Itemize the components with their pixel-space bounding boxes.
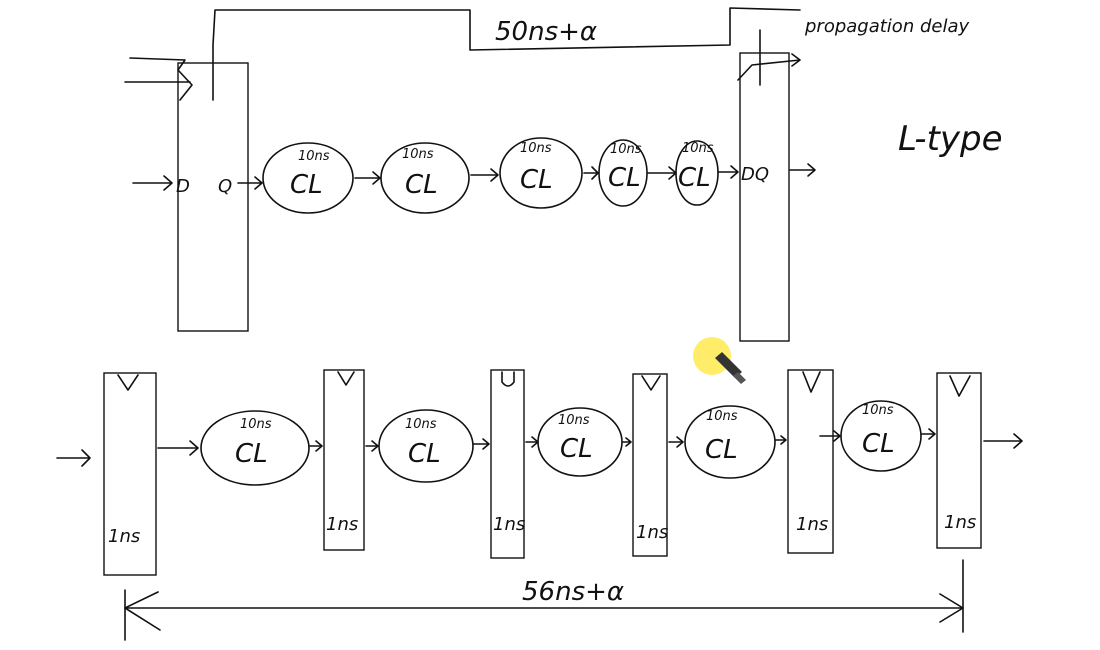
- propagation-delay-annotation: propagation delay: [804, 16, 969, 37]
- reg-1-delay: 1ns: [108, 526, 140, 547]
- reg-5-delay: 1ns: [796, 514, 828, 535]
- pen-tip-icon: [733, 372, 746, 384]
- top-cl-3-label: CL: [520, 165, 553, 195]
- reg-4-delay: 1ns: [636, 522, 668, 543]
- top-arrow-5: [647, 166, 677, 180]
- bottom-cl-4-delay: 10ns: [706, 409, 738, 424]
- bottom-cl-3: [537, 407, 623, 477]
- top-output-arrow: [789, 163, 816, 177]
- bottom-register-2: [323, 369, 365, 551]
- top-q-label: Q: [218, 176, 232, 197]
- bottom-register-3: [490, 369, 525, 559]
- bottom-register-6: [936, 372, 982, 549]
- top-cl-2-label: CL: [405, 170, 438, 200]
- top-input-arrow: [132, 175, 173, 191]
- bottom-cl-2: [378, 409, 474, 483]
- bottom-arrow-1: [157, 440, 199, 456]
- top-arrow-6: [717, 165, 739, 179]
- bottom-output-arrow: [983, 433, 1023, 449]
- bottom-arrow-7: [668, 436, 684, 448]
- bottom-arrow-2: [309, 440, 323, 452]
- bottom-cl-3-label: CL: [560, 434, 593, 464]
- bottom-register-4: [632, 373, 668, 557]
- top-arrow-1: [237, 176, 263, 190]
- bottom-cl-5-label: CL: [862, 429, 895, 459]
- top-cl-4-label: CL: [608, 163, 641, 193]
- top-cl-5: [675, 140, 719, 206]
- top-d-label: D: [176, 176, 190, 197]
- bottom-arrow-8: [775, 435, 787, 445]
- bottom-cl-2-label: CL: [408, 439, 441, 469]
- dimension-ticks: [124, 559, 964, 641]
- clock-mark-5: [802, 371, 821, 393]
- reg-6-delay: 1ns: [944, 512, 976, 533]
- clock-mark-6: [949, 375, 971, 397]
- bottom-cl-2-delay: 10ns: [405, 417, 437, 432]
- bottom-cl-3-delay: 10ns: [558, 413, 590, 428]
- top-cl-1-delay: 10ns: [298, 149, 330, 164]
- clock-line-top: [212, 7, 801, 101]
- pointer-highlight: [693, 337, 731, 375]
- bottom-register-5: [787, 369, 834, 554]
- bottom-arrow-3: [365, 440, 379, 452]
- bottom-cl-1: [200, 410, 310, 486]
- top-cl-1-label: CL: [290, 170, 323, 200]
- bottom-cl-1-label: CL: [235, 439, 268, 469]
- top-delay-annotation: 50ns+α: [495, 17, 597, 47]
- top-cl-4: [598, 139, 648, 207]
- top-arrow-3: [470, 168, 499, 182]
- top-cl-5-label: CL: [678, 163, 711, 193]
- clock-mark-2: [337, 371, 355, 386]
- clock-mark-1: [117, 374, 139, 391]
- pen-cursor-icon: [715, 352, 742, 378]
- clock-mark-4: [641, 375, 661, 391]
- top-arrow-2: [354, 171, 381, 185]
- ltype-annotation: L-type: [898, 119, 1003, 159]
- bottom-cl-1-delay: 10ns: [240, 417, 272, 432]
- clock-mark-3: [501, 371, 515, 387]
- bottom-cl-5: [840, 400, 922, 472]
- top-arrow-4: [583, 166, 599, 180]
- top-cl-2: [380, 142, 470, 214]
- bottom-arrow-4: [473, 438, 490, 450]
- top-output-clock-arrow: [737, 53, 801, 81]
- top-cl-3-delay: 10ns: [520, 141, 552, 156]
- top-cl-5-delay: 10ns: [682, 141, 714, 156]
- bottom-input-arrow: [56, 449, 91, 467]
- dimension-line: [124, 591, 964, 631]
- top-cl-4-delay: 10ns: [610, 142, 642, 157]
- bottom-arrow-6: [622, 437, 632, 447]
- bottom-arrow-10: [921, 428, 936, 440]
- bottom-cl-4: [684, 405, 776, 479]
- top-cl-1: [262, 142, 354, 214]
- reg-3-delay: 1ns: [493, 514, 525, 535]
- top-dq-label: DQ: [741, 164, 769, 185]
- bottom-register-1: [103, 372, 157, 576]
- bottom-arrow-9: [819, 430, 841, 442]
- top-cl-2-delay: 10ns: [402, 147, 434, 162]
- reg-2-delay: 1ns: [326, 514, 358, 535]
- bottom-arrow-5: [525, 436, 539, 448]
- top-output-register: [739, 52, 790, 342]
- bottom-delay-annotation: 56ns+α: [522, 577, 624, 607]
- top-cl-3: [499, 137, 583, 209]
- bottom-cl-4-label: CL: [705, 435, 738, 465]
- bottom-cl-5-delay: 10ns: [862, 403, 894, 418]
- top-input-register: [177, 62, 249, 332]
- top-clock-arrow: [124, 57, 193, 101]
